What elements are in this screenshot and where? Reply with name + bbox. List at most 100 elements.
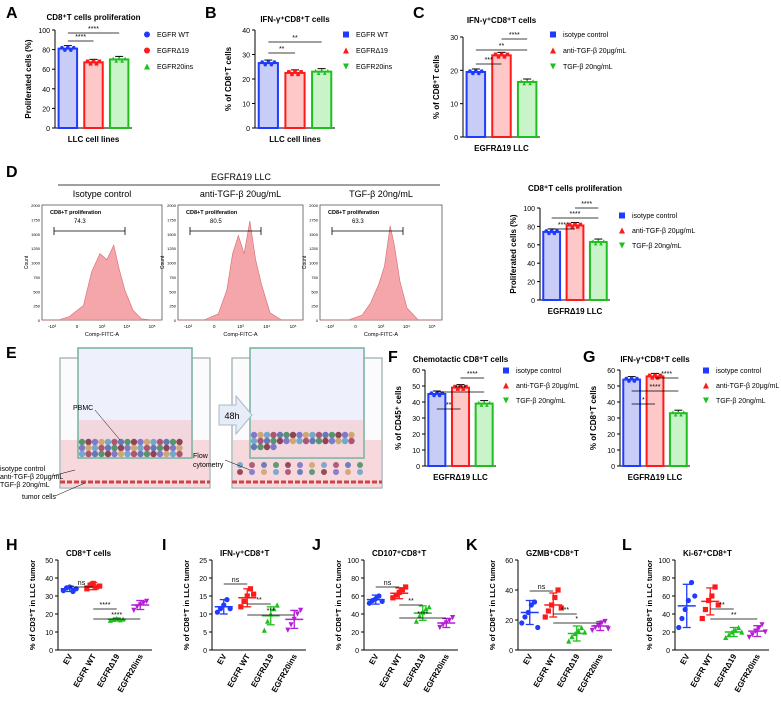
marker — [376, 593, 382, 599]
flow-y-tick: 1500 — [31, 232, 41, 237]
x-axis-label: EGFRΔ19 LLC — [433, 473, 488, 482]
pbmc-cell — [296, 431, 303, 439]
marker — [264, 618, 271, 624]
pbmc-cell — [156, 438, 164, 446]
marker — [703, 382, 709, 389]
panel-label-E: E — [6, 345, 17, 362]
x-tick-label: EGFRΔ19 — [401, 652, 428, 689]
pbmc-cell — [169, 438, 177, 446]
marker — [429, 391, 434, 395]
significance-label: ** — [499, 43, 505, 50]
marker — [572, 630, 578, 637]
marker — [627, 379, 631, 383]
chart-title: IFN-γ⁺CD8⁺T — [220, 549, 269, 558]
marker — [759, 622, 765, 628]
gate-value: 80.5 — [210, 219, 222, 225]
chart-title: GZMB⁺CD8⁺T — [526, 549, 579, 558]
significance-label: ns — [232, 577, 240, 584]
migrated-cell — [237, 469, 243, 475]
pbmc-label: PBMC — [73, 405, 93, 412]
significance-label: ** — [719, 602, 725, 609]
marker — [88, 62, 93, 66]
significance-label: **** — [417, 611, 428, 618]
marker — [437, 393, 442, 398]
marker — [653, 373, 657, 378]
marker — [293, 70, 297, 74]
marker — [251, 591, 257, 597]
pointer — [54, 482, 86, 497]
marker — [91, 59, 96, 64]
flow-x-tick: -10³ — [48, 324, 57, 329]
marker — [403, 584, 409, 590]
migrated-cell — [333, 462, 339, 468]
legend-entry: anti-TGF-β 20μg/mL — [632, 228, 695, 235]
marker — [461, 387, 466, 391]
y-axis-label: % of CD8⁺T cells — [224, 46, 233, 111]
marker — [726, 632, 732, 638]
flow-x-tick: 10⁵ — [429, 324, 436, 329]
chart-A: CD8⁺T cells proliferation 0 20 40 60 80 100 Pro… — [24, 13, 194, 144]
legend-entry: isotype control — [516, 368, 562, 375]
pbmc-cell — [169, 450, 177, 458]
chart-title: CD8⁺T cells — [66, 549, 112, 558]
pbmc-cell — [85, 438, 92, 446]
pbmc-cell — [124, 438, 131, 446]
marker — [464, 384, 468, 389]
y-tick-label: 15 — [199, 594, 207, 601]
marker — [476, 400, 481, 405]
x-tick-label: EGFR WT — [532, 652, 558, 689]
migrated-cell — [357, 462, 363, 468]
migrated-cell — [309, 462, 315, 468]
flow-y-tick: 500 — [311, 289, 318, 294]
x-tick-label: EGFRΔ19 — [555, 652, 582, 689]
pbmc-cell — [176, 450, 183, 458]
marker — [552, 231, 557, 236]
marker — [287, 70, 291, 74]
pbmc-cell — [335, 437, 342, 445]
significance-label: ns — [384, 580, 392, 587]
significance-label: **** — [661, 371, 672, 378]
marker — [549, 229, 554, 233]
marker — [723, 634, 729, 640]
pbmc-cell — [91, 438, 99, 446]
marker — [502, 55, 507, 59]
chart-I: IFN-γ⁺CD8⁺T 0 5 10 15 20 25 % of CD8⁺T in LLC t… — [182, 549, 306, 694]
significance-label: * — [575, 616, 578, 623]
pbmc-cell — [124, 450, 131, 458]
marker — [111, 56, 116, 61]
histogram — [42, 244, 162, 321]
pbmc-cell — [130, 438, 138, 446]
legend-entry: EGFRΔ19 — [157, 48, 189, 55]
migrated-cell — [285, 462, 291, 468]
marker — [84, 586, 90, 592]
pbmc-cell — [328, 431, 336, 439]
pbmc-cell — [283, 431, 290, 439]
marker — [296, 72, 300, 77]
chart-D-right: CD8⁺T cells proliferation 0 20 40 60 80 100 Pro… — [509, 184, 695, 316]
pbmc-cell — [257, 437, 264, 445]
significance-label: ** — [446, 402, 452, 409]
marker — [217, 606, 224, 612]
significance-label: ** — [731, 612, 737, 619]
marker — [582, 629, 588, 635]
marker — [479, 403, 484, 407]
flow-y-tick: 500 — [169, 289, 176, 294]
pbmc-cell — [150, 438, 157, 446]
y-tick-label: 30 — [450, 35, 458, 42]
marker — [343, 31, 349, 38]
pbmc-cell — [250, 437, 258, 445]
marker — [531, 79, 535, 83]
pbmc-cell — [289, 431, 297, 439]
y-tick-label: 60 — [607, 368, 615, 375]
marker — [60, 45, 64, 50]
marker — [291, 616, 297, 622]
significance-label: **** — [570, 211, 581, 218]
marker — [542, 614, 548, 620]
marker — [702, 606, 709, 613]
marker — [499, 52, 504, 57]
y-axis-label: % of CD8⁺T cells — [432, 54, 441, 119]
significance-label: **** — [455, 385, 466, 392]
pbmc-cell — [296, 437, 303, 445]
pbmc-cell — [85, 444, 92, 452]
